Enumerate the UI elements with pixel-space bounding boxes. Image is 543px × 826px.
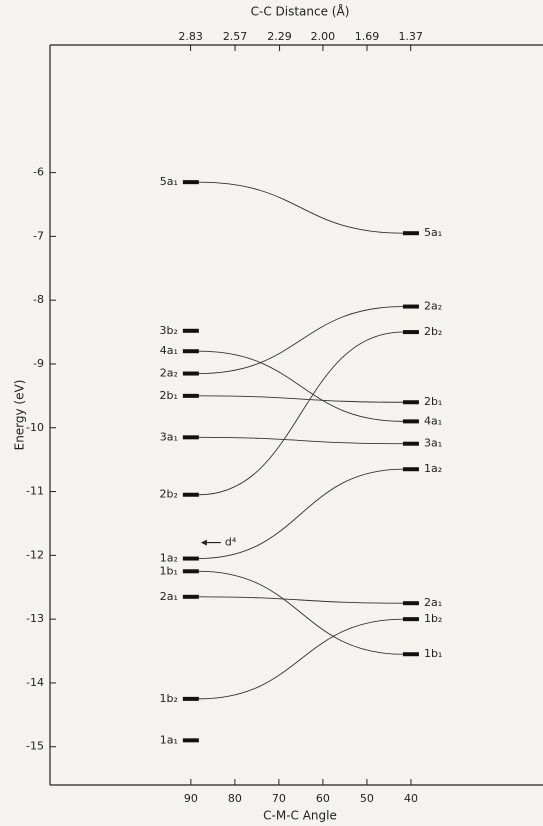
level-bar [183, 557, 199, 561]
level-label: 2b₂ [424, 325, 442, 338]
x-tick-label: 80 [228, 792, 242, 805]
annotation-arrowhead [201, 540, 207, 546]
chart: C-C Distance (Å) C-M-C Angle Energy (eV)… [0, 0, 543, 826]
correlation-line [199, 437, 403, 443]
level-bar [183, 738, 199, 742]
y-tick-label: -10 [26, 421, 44, 434]
level-bar [403, 305, 419, 309]
level-label: 1b₁ [424, 647, 442, 660]
level-label: 2a₁ [160, 590, 178, 603]
level-label: 2b₁ [159, 389, 177, 402]
level-bar [403, 231, 419, 235]
level-label: 1b₂ [424, 612, 442, 625]
level-bar [403, 330, 419, 334]
correlation-line [199, 619, 403, 699]
level-bar [183, 569, 199, 573]
level-bar [183, 372, 199, 376]
x2-tick-label: 2.57 [223, 30, 248, 43]
level-label: 3a₁ [160, 430, 178, 443]
level-label: 1a₂ [160, 552, 178, 565]
level-label: 4a₁ [424, 414, 442, 427]
x-tick-label: 50 [360, 792, 374, 805]
level-label: 3a₁ [424, 437, 442, 450]
level-bar [183, 697, 199, 701]
level-label: 2a₂ [424, 300, 442, 313]
level-bar [403, 400, 419, 404]
y-tick-label: -13 [26, 612, 44, 625]
level-bar [183, 329, 199, 333]
level-label: 1a₂ [424, 462, 442, 475]
level-bar [183, 180, 199, 184]
level-bar [183, 394, 199, 398]
annotation: d⁴ [225, 536, 237, 549]
x-tick-label: 90 [184, 792, 198, 805]
x2-tick-label: 2.00 [311, 30, 336, 43]
level-label: 4a₁ [160, 344, 178, 357]
top-axis-title: C-C Distance (Å) [251, 4, 350, 19]
level-label: 5a₁ [424, 226, 442, 239]
y-axis-title: Energy (eV) [13, 380, 27, 451]
level-bar [183, 435, 199, 439]
level-label: 1a₁ [160, 733, 178, 746]
correlation-line [199, 332, 403, 495]
level-label: 5a₁ [160, 175, 178, 188]
x2-tick-label: 1.37 [398, 30, 423, 43]
level-bar [403, 467, 419, 471]
y-tick-label: -7 [33, 229, 44, 242]
level-bar [403, 601, 419, 605]
level-bar [403, 617, 419, 621]
y-tick-label: -9 [33, 357, 44, 370]
level-label: 2b₂ [159, 488, 177, 501]
y-tick-label: -15 [26, 740, 44, 753]
level-bar [183, 493, 199, 497]
x-tick-label: 60 [316, 792, 330, 805]
correlation-line [199, 571, 403, 654]
correlation-line [199, 307, 403, 374]
level-bar [183, 349, 199, 353]
level-bar [403, 652, 419, 656]
correlation-line [199, 351, 403, 421]
y-tick-label: -14 [26, 676, 44, 689]
y-tick-label: -8 [33, 293, 44, 306]
y-tick-label: -6 [33, 166, 44, 179]
correlation-line [199, 182, 403, 233]
y-tick-label: -12 [26, 548, 44, 561]
correlation-line [199, 597, 403, 603]
y-tick-label: -11 [26, 485, 44, 498]
x2-tick-label: 2.29 [267, 30, 292, 43]
level-bar [183, 595, 199, 599]
x2-tick-label: 2.83 [178, 30, 203, 43]
level-bar [403, 442, 419, 446]
level-label: 1b₂ [159, 692, 177, 705]
x-axis-title: C-M-C Angle [263, 809, 337, 823]
correlation-line [199, 396, 403, 402]
x-tick-label: 40 [404, 792, 418, 805]
level-label: 2a₂ [160, 367, 178, 380]
level-bar [403, 419, 419, 423]
level-label: 2a₁ [424, 596, 442, 609]
level-label: 2b₁ [424, 395, 442, 408]
level-label: 1b₁ [159, 564, 177, 577]
x2-tick-label: 1.69 [355, 30, 380, 43]
level-label: 3b₂ [159, 324, 177, 337]
x-tick-label: 70 [272, 792, 286, 805]
